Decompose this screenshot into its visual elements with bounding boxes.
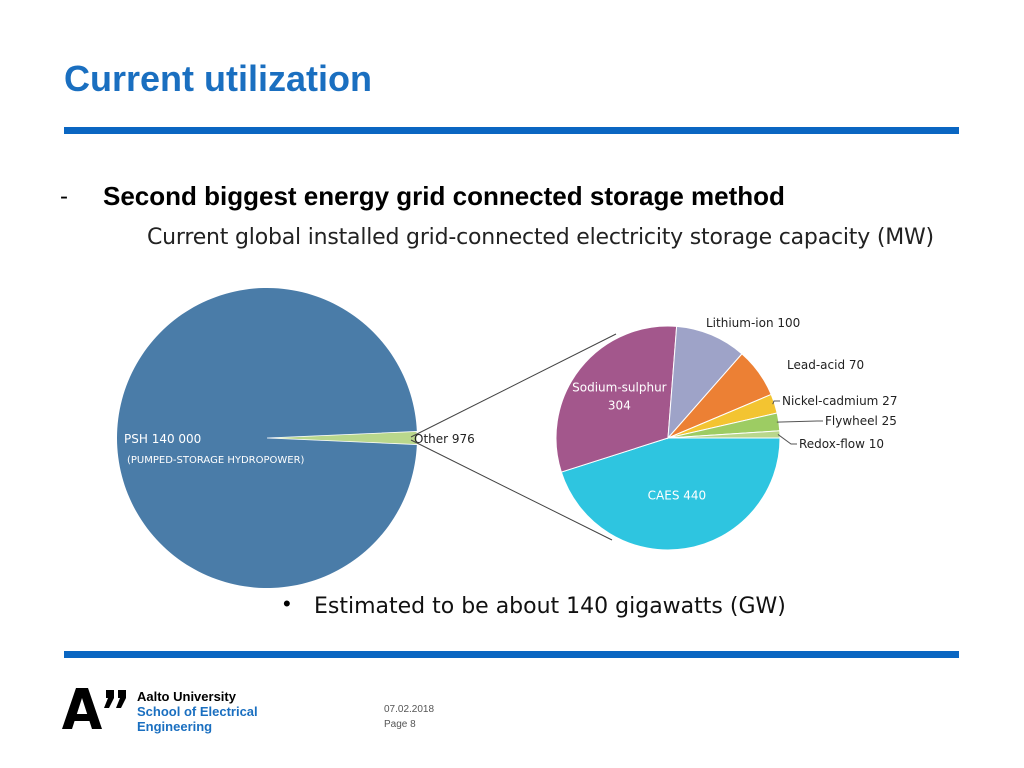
- pie-label-nickel-cadmium: Nickel-cadmium 27: [782, 394, 897, 408]
- note-text: Estimated to be about 140 gigawatts (GW): [314, 594, 786, 619]
- pie-label-caes: CAES 440: [648, 488, 707, 502]
- university-name: Aalto University: [137, 689, 236, 704]
- footer-page: Page 8: [384, 719, 416, 730]
- connector-line-bottom: [410, 439, 613, 541]
- pie-slice-psh: [117, 287, 417, 588]
- pie-label-other: Other 976: [414, 432, 475, 446]
- pie-label-psh: PSH 140 000: [124, 432, 201, 446]
- bullet-dash: -: [60, 183, 68, 210]
- slide-title: Current utilization: [64, 58, 372, 99]
- pie-label-lithium-ion: Lithium-ion 100: [706, 316, 800, 330]
- bottom-divider: [64, 651, 959, 658]
- pie-label-sodium-sulphur-value: 304: [608, 399, 631, 413]
- pie-label-flywheel: Flywheel 25: [825, 414, 897, 428]
- leader-line-redox-flow: [777, 434, 797, 445]
- footer-date: 07.02.2018: [384, 704, 435, 715]
- pie-label-sodium-sulphur-name: Sodium-sulphur: [572, 381, 667, 395]
- pie-sublabel-psh: (PUMPED-STORAGE HYDROPOWER): [127, 455, 305, 466]
- chart-title: Current global installed grid-connected …: [147, 225, 934, 250]
- aalto-logo: [62, 688, 126, 729]
- leader-line-flywheel: [776, 420, 823, 423]
- top-divider: [64, 127, 959, 134]
- school-name: School of Electrical Engineering: [137, 704, 258, 734]
- connector-line-top: [410, 333, 617, 438]
- pie-slice-lithium-ion: [667, 325, 743, 440]
- pie-slice-caes: [560, 437, 781, 551]
- pie-slice-sodium-sulphur: [555, 325, 678, 473]
- leader-line-nickel-cadmium: [772, 400, 780, 405]
- note-bullet: •: [283, 591, 291, 616]
- pie-slice-other: [266, 431, 418, 445]
- pie-label-lead-acid: Lead-acid 70: [787, 358, 864, 372]
- pie-label-redox-flow: Redox-flow 10: [799, 437, 884, 451]
- pie-slice-redox-flow: [667, 430, 781, 439]
- bullet-text: Second biggest energy grid connected sto…: [103, 181, 785, 211]
